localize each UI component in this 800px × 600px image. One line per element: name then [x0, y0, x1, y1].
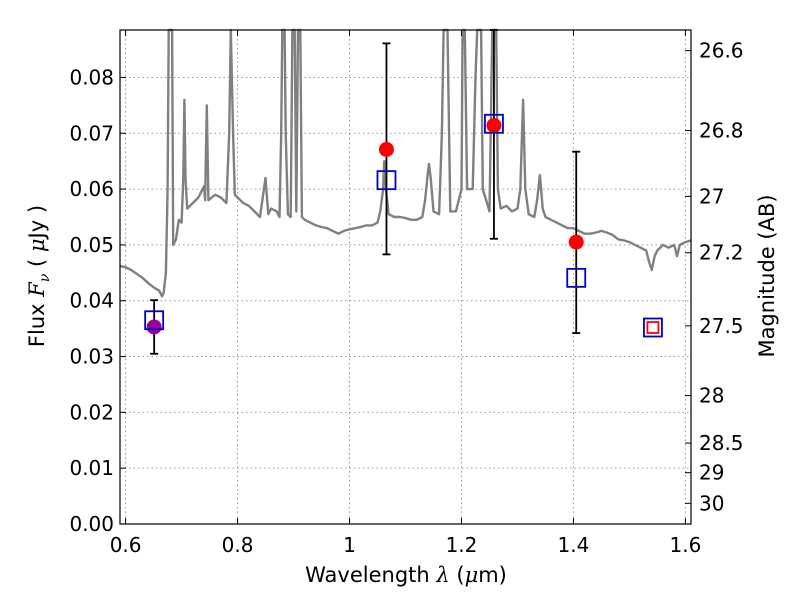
model-square-small: [646, 321, 660, 334]
plot-frame: [119, 29, 692, 525]
grid-layer: [120, 30, 691, 525]
tick-layer: 0.6 0.8 1 1.2 1.4 1.6 0.00 0.01 0.02 0.03 0.04 0.05…: [69, 30, 744, 557]
x-tick-label: 0.8: [222, 533, 254, 557]
y-tick-label: 0.02: [69, 400, 114, 424]
y2-tick-label: 26.8: [699, 118, 744, 142]
x-tick-label: 1.2: [446, 533, 478, 557]
x-tick-label: 0.6: [110, 533, 142, 557]
y2-tick-label: 28.5: [699, 431, 744, 455]
x-tick-label: 1: [343, 533, 356, 557]
y2-tick-label: 27.5: [699, 314, 744, 338]
data-point: [146, 319, 162, 335]
spectrum-line: [119, 28, 692, 298]
x-tick-label: 1.4: [558, 533, 590, 557]
y2-tick-label: 27.2: [699, 241, 744, 265]
y-tick-label: 0.06: [69, 177, 114, 201]
y-tick-label: 0.05: [69, 233, 114, 257]
model-square: [484, 113, 504, 134]
y-tick-label: 0.03: [69, 345, 114, 369]
y2-tick-label: 26.6: [699, 39, 744, 63]
y2-tick-label: 28: [699, 384, 724, 408]
model-square: [376, 170, 397, 191]
y2-tick-label: 30: [699, 491, 724, 515]
x-axis-label: Wavelength λ (μm): [305, 563, 507, 587]
errorbar-layer: [150, 29, 581, 355]
model-square: [566, 267, 587, 288]
y2-axis-label: Magnitude (AB): [755, 194, 779, 357]
spectrum-layer: [119, 28, 692, 298]
y2-tick-label: 29: [699, 461, 724, 485]
y-tick-label: 0.08: [69, 65, 114, 89]
x-tick-label: 1.6: [669, 533, 701, 557]
model-square: [144, 310, 165, 331]
data-point: [378, 141, 394, 157]
y-tick-label: 0.07: [69, 121, 114, 145]
data-point: [568, 234, 584, 250]
model-square: [643, 317, 663, 338]
data-point: [486, 117, 502, 133]
y-tick-label: 0.01: [69, 456, 114, 480]
marker-layer: [144, 113, 663, 338]
y-tick-label: 0.00: [69, 512, 114, 536]
y-tick-label: 0.04: [69, 289, 114, 313]
y2-tick-label: 27: [699, 184, 724, 208]
y-axis-label: Flux Fν ( μJy ): [25, 205, 53, 347]
